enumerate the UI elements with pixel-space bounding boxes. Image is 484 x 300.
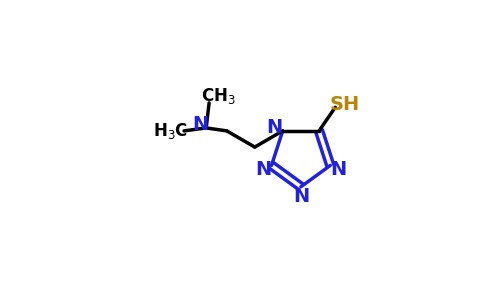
- Text: SH: SH: [330, 95, 360, 114]
- Text: H$_3$C: H$_3$C: [153, 121, 188, 141]
- Text: N: N: [331, 160, 347, 179]
- Text: N: N: [255, 160, 272, 179]
- Text: CH$_3$: CH$_3$: [200, 85, 235, 106]
- Text: N: N: [293, 187, 309, 206]
- Text: N: N: [193, 116, 209, 134]
- Text: N: N: [266, 118, 283, 137]
